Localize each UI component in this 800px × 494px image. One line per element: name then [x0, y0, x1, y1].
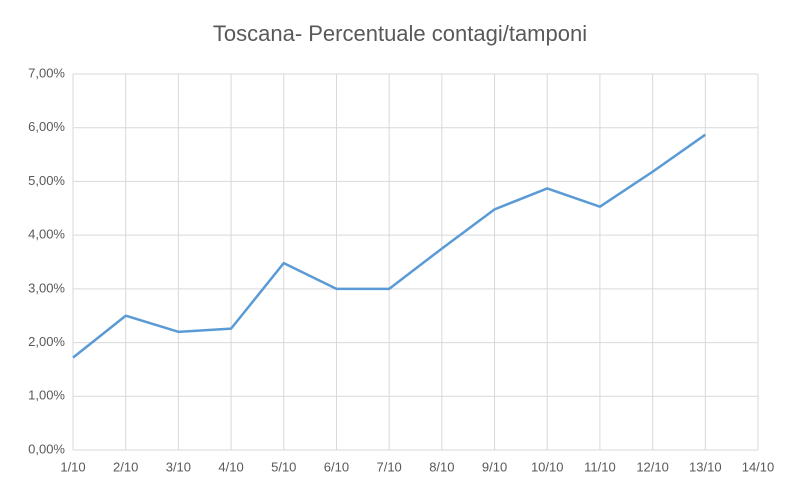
y-tick-label: 6,00%	[28, 119, 65, 134]
x-tick-label: 4/10	[218, 459, 243, 474]
x-tick-label: 9/10	[482, 459, 507, 474]
x-tick-label: 10/10	[531, 459, 564, 474]
y-tick-label: 5,00%	[28, 173, 65, 188]
x-tick-label: 12/10	[636, 459, 669, 474]
y-tick-label: 0,00%	[28, 441, 65, 456]
x-tick-label: 5/10	[271, 459, 296, 474]
x-tick-label: 13/10	[689, 459, 722, 474]
y-tick-label: 1,00%	[28, 388, 65, 403]
x-tick-label: 6/10	[324, 459, 349, 474]
x-tick-label: 2/10	[113, 459, 138, 474]
x-tick-label: 3/10	[166, 459, 191, 474]
chart-title: Toscana- Percentuale contagi/tamponi	[213, 21, 587, 46]
x-tick-label: 11/10	[584, 459, 616, 474]
y-tick-label: 7,00%	[28, 65, 65, 80]
x-tick-label: 14/10	[742, 459, 775, 474]
y-tick-label: 4,00%	[28, 227, 65, 242]
x-tick-label: 8/10	[429, 459, 454, 474]
series-line	[72, 133, 707, 359]
y-tick-label: 2,00%	[28, 334, 65, 349]
x-tick-label: 7/10	[376, 459, 401, 474]
y-tick-label: 3,00%	[28, 280, 65, 295]
x-tick-label: 1/10	[60, 459, 85, 474]
